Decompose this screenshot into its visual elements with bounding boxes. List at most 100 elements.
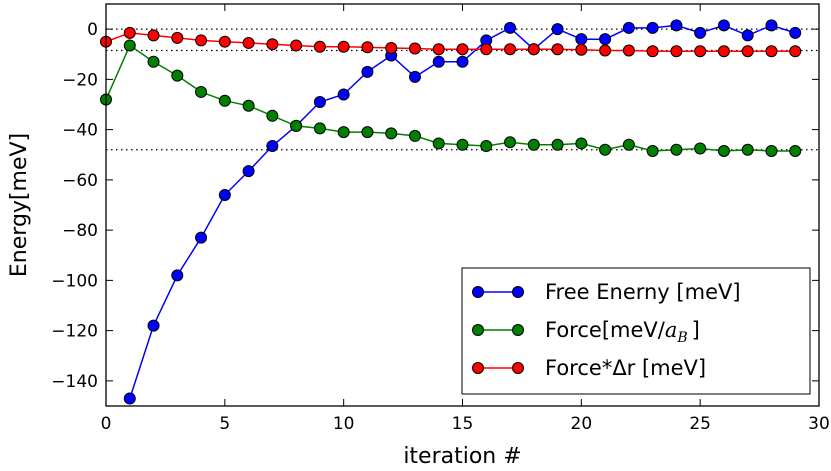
series-2-point-2 [147, 29, 160, 42]
series-2-point-18 [527, 43, 540, 56]
y-tick-label-4: −80 [62, 221, 98, 241]
series-0-point-22 [646, 21, 659, 34]
series-1-point-21 [599, 143, 612, 156]
x-tick-label-0: 0 [101, 414, 112, 434]
series-0-point-9 [337, 88, 350, 101]
series-2-point-6 [242, 36, 255, 49]
y-tick-label-5: −100 [51, 271, 98, 291]
series-1-point-11 [361, 126, 374, 139]
series-1-point-19 [551, 138, 564, 151]
series-2-point-7 [266, 38, 279, 51]
y-tick-label-0: 0 [87, 20, 98, 40]
series-1-point-20 [575, 137, 588, 150]
series-0-point-8 [313, 95, 326, 108]
legend-label-force-dr: Force*Δr [meV] [545, 356, 706, 380]
x-tick-label-1: 5 [219, 414, 230, 434]
series-2-point-10 [337, 40, 350, 53]
x-tick-label-3: 15 [452, 414, 474, 434]
series-2-point-22 [622, 44, 635, 57]
series-0-point-19 [575, 33, 588, 46]
legend-label-free-energy: Free Enerny [meV] [545, 280, 741, 304]
series-1-point-23 [646, 144, 659, 157]
series-2-point-16 [480, 43, 493, 56]
y-tick-label-6: −120 [51, 322, 98, 342]
series-2-point-27 [741, 45, 754, 58]
series-0-point-18 [551, 23, 564, 36]
series-1-point-9 [313, 122, 326, 135]
y-tick-label-1: −20 [62, 70, 98, 90]
series-2-point-8 [290, 39, 303, 52]
series-2-point-4 [195, 34, 208, 47]
series-0-point-12 [408, 70, 421, 83]
series-1-point-26 [717, 144, 730, 157]
series-layer [100, 19, 802, 405]
x-tick-label-6: 30 [808, 414, 830, 434]
series-2-point-1 [123, 26, 136, 39]
series-1-point-2 [147, 55, 160, 68]
series-0-point-20 [599, 33, 612, 46]
series-1-point-5 [218, 94, 231, 107]
series-1-point-17 [504, 136, 517, 149]
series-1-point-22 [622, 138, 635, 151]
series-2-point-3 [171, 31, 184, 44]
series-1-point-15 [456, 138, 469, 151]
x-axis-title: iteration # [403, 444, 521, 469]
series-1-point-18 [527, 138, 540, 151]
series-0-point-13 [432, 55, 445, 68]
series-2-point-24 [670, 45, 683, 58]
legend-marker-force-dr-b [512, 362, 524, 374]
series-1-point-8 [290, 119, 303, 132]
series-0-point-6 [266, 139, 279, 152]
series-2-point-17 [504, 43, 517, 56]
series-1-point-27 [741, 143, 754, 156]
y-tick-label-3: −60 [62, 171, 98, 191]
legend-label-force-prefix: Force[meV/ [545, 318, 666, 342]
series-1-point-24 [670, 143, 683, 156]
series-2-point-26 [717, 45, 730, 58]
series-0-point-24 [694, 26, 707, 39]
series-1-point-1 [123, 39, 136, 52]
series-2-point-21 [599, 44, 612, 57]
series-0-point-2 [171, 269, 184, 282]
x-tick-label-2: 10 [333, 414, 355, 434]
legend-marker-free-energy-a [472, 286, 484, 298]
series-0-point-3 [195, 231, 208, 244]
ticks-layer: 0 5 10 15 20 25 30 0 −20 −40 −60 −80 −100 −120 −140 [51, 4, 830, 434]
series-2-point-28 [765, 45, 778, 58]
series-2-point-11 [361, 41, 374, 54]
legend-marker-force-dr-a [472, 362, 484, 374]
series-1-point-14 [432, 137, 445, 150]
legend-marker-free-energy-b [512, 286, 524, 298]
series-2-point-15 [456, 43, 469, 56]
legend-label-force-math: a [665, 318, 678, 342]
y-tick-label-7: −140 [51, 372, 98, 392]
series-2-point-13 [408, 42, 421, 55]
series-1-point-10 [337, 126, 350, 139]
series-0-point-25 [717, 19, 730, 32]
series-1-point-3 [171, 69, 184, 82]
legend: Free Enerny [meV] Force[meV/aB] Force*Δr… [461, 267, 811, 395]
series-1-point-12 [385, 127, 398, 140]
series-1-point-25 [694, 142, 707, 155]
legend-label-force: Force[meV/aB] [545, 318, 700, 346]
series-0-point-5 [242, 165, 255, 178]
y-tick-label-2: −40 [62, 121, 98, 141]
series-0-point-1 [147, 319, 160, 332]
x-tick-label-4: 20 [571, 414, 593, 434]
series-1-point-13 [408, 129, 421, 142]
series-0-point-28 [789, 26, 802, 39]
y-axis-title: Energy[meV] [7, 133, 32, 277]
series-0-point-27 [765, 19, 778, 32]
series-0-point-21 [622, 21, 635, 34]
legend-marker-force-a [472, 324, 484, 336]
series-2-point-20 [575, 43, 588, 56]
legend-label-force-suffix: ] [692, 318, 700, 342]
x-tick-label-5: 25 [689, 414, 711, 434]
legend-marker-force-b [512, 324, 524, 336]
series-1-point-28 [765, 144, 778, 157]
series-2-point-29 [789, 45, 802, 58]
series-2-point-9 [313, 40, 326, 53]
series-2-point-14 [432, 43, 445, 56]
series-0-point-4 [218, 188, 231, 201]
series-2-point-5 [218, 35, 231, 48]
